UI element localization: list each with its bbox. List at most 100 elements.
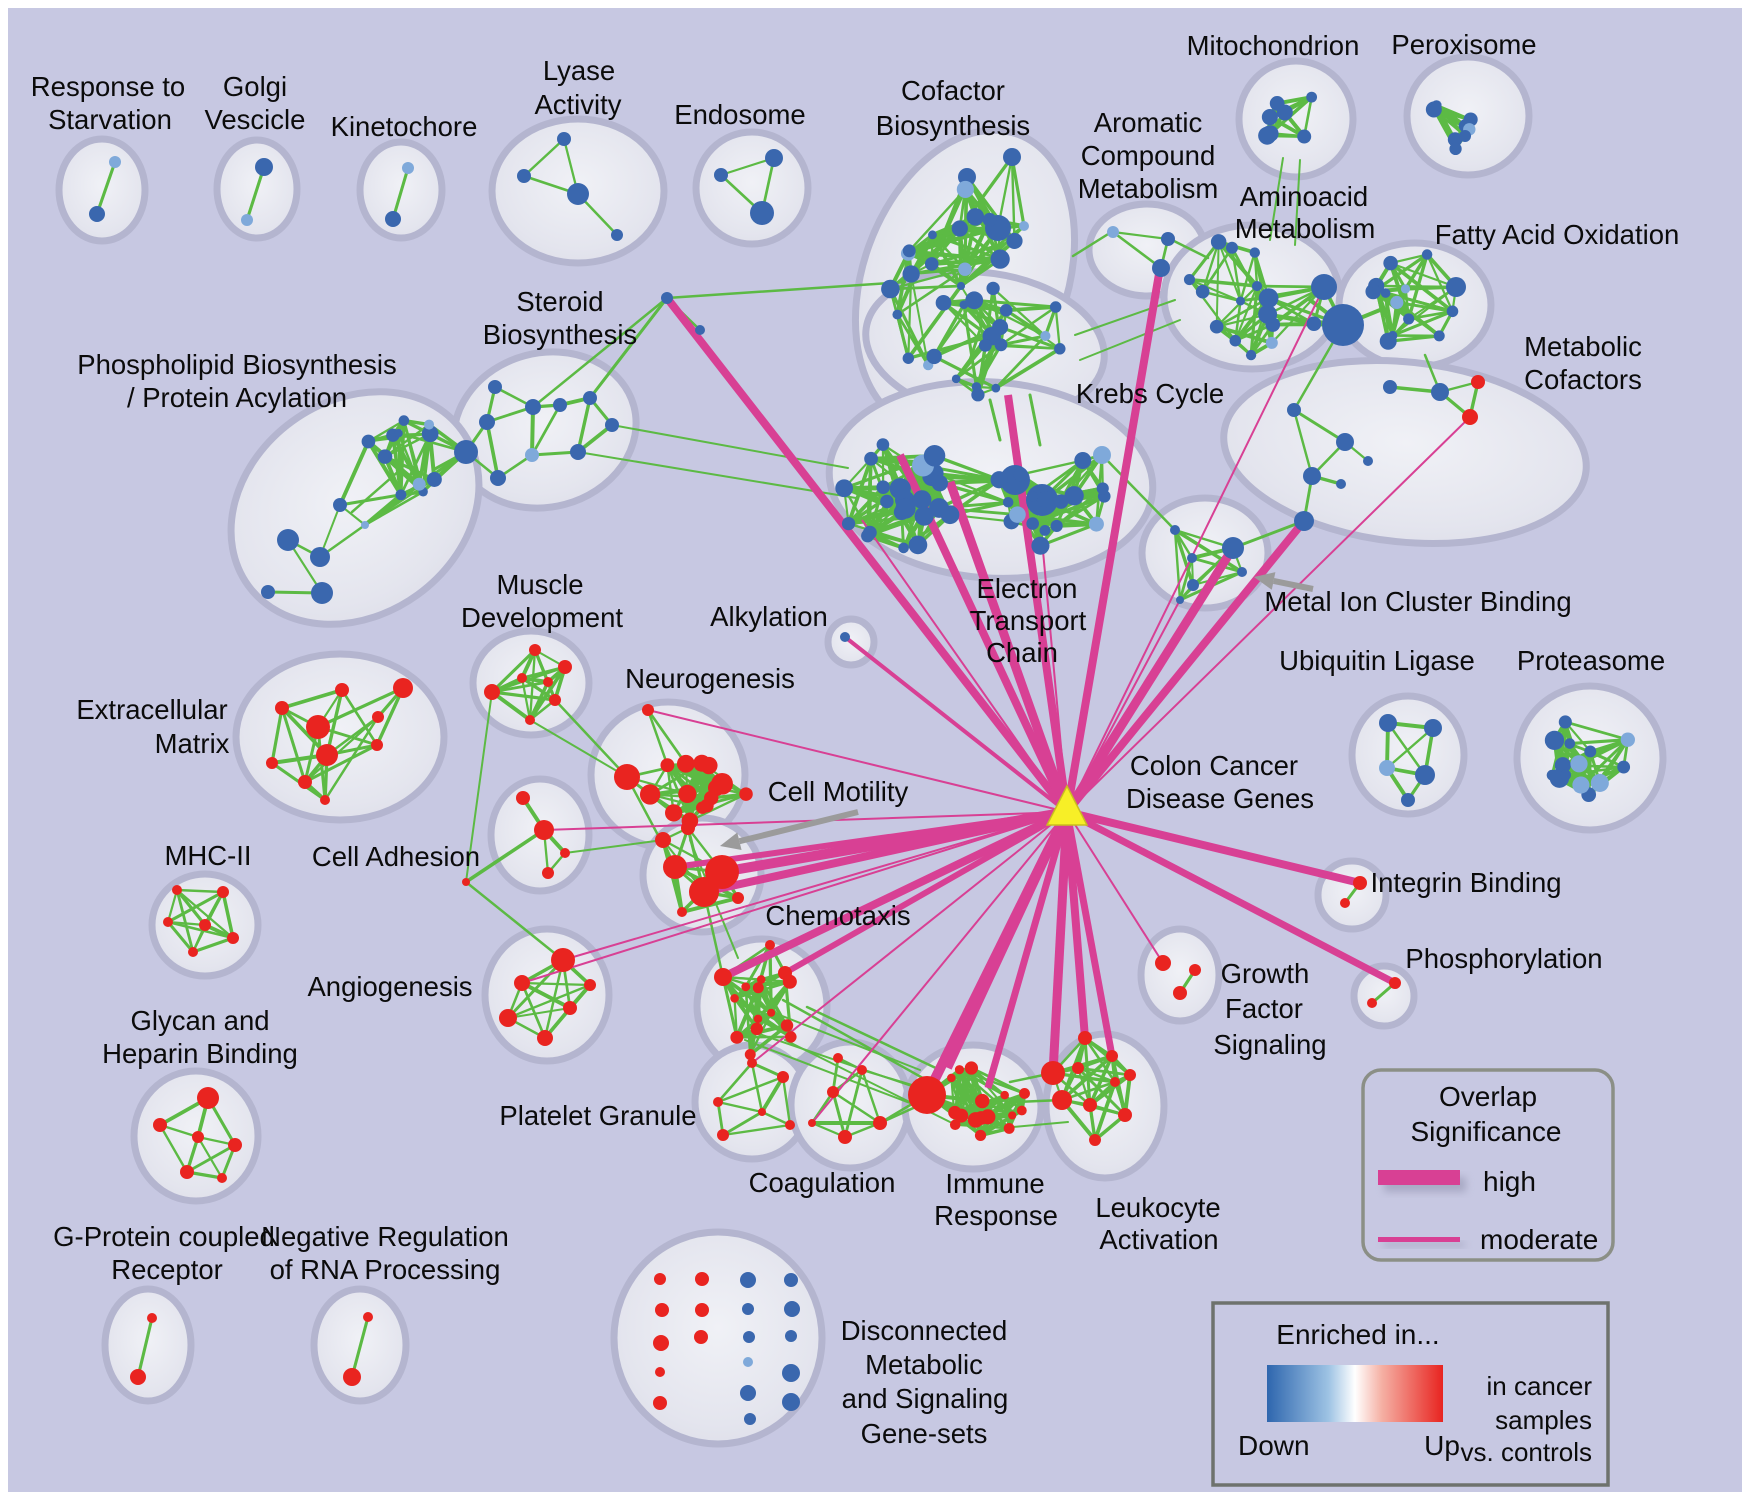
gene-set-node-phospholipid-biosynthesis-protein-acylation[interactable] <box>277 529 299 551</box>
gene-set-node-leukocyte-activation[interactable] <box>1072 1062 1084 1074</box>
gene-set-node-coagulation[interactable] <box>873 1116 887 1130</box>
gene-set-node-leukocyte-activation[interactable] <box>1089 1134 1101 1146</box>
gene-set-node-angiogenesis[interactable] <box>514 975 530 991</box>
gene-set-node-electron-transport-chain[interactable] <box>990 471 1008 489</box>
gene-set-node-aminoacid-metabolism[interactable] <box>1226 241 1238 254</box>
gene-set-node-krebs-cycle[interactable] <box>999 304 1013 317</box>
gene-set-node-electron-transport-chain[interactable] <box>835 479 854 498</box>
gene-set-node-fatty-acid-oxidation[interactable] <box>1403 313 1415 325</box>
gene-set-node-negative-regulation-of-rna-processing[interactable] <box>343 1368 361 1386</box>
gene-set-node-platelet-granule[interactable] <box>758 1108 766 1116</box>
gene-set-node-electron-transport-chain[interactable] <box>1002 497 1014 508</box>
gene-set-node-muscle-development[interactable] <box>529 644 541 656</box>
gene-set-node-proteasome[interactable] <box>1570 755 1588 773</box>
gene-set-node-cell-motility[interactable] <box>732 892 744 904</box>
gene-set-node-immune-response[interactable] <box>964 1061 979 1075</box>
gene-set-node-aminoacid-metabolism[interactable] <box>1258 304 1278 324</box>
gene-set-node-steroid-biosynthesis[interactable] <box>488 380 502 394</box>
gene-set-node-electron-transport-chain[interactable] <box>912 490 932 510</box>
gene-set-node-phospholipid-biosynthesis-protein-acylation[interactable] <box>361 521 369 529</box>
gene-set-node-glycan-and-heparin-binding[interactable] <box>197 1087 219 1109</box>
gene-set-node-phospholipid-biosynthesis-protein-acylation[interactable] <box>426 471 442 487</box>
gene-set-node-cofactor-biosynthesis[interactable] <box>951 220 968 237</box>
gene-set-node-glycan-and-heparin-binding[interactable] <box>153 1118 167 1132</box>
gene-set-node-kinetochore[interactable] <box>402 162 414 174</box>
gene-set-node-immune-response[interactable] <box>974 1111 989 1125</box>
gene-set-node-coagulation[interactable] <box>857 1065 867 1075</box>
gene-set-node-platelet-granule[interactable] <box>713 1097 723 1107</box>
gene-set-node-mhc-ii[interactable] <box>227 932 239 944</box>
gene-set-node-fatty-acid-oxidation[interactable] <box>1379 332 1397 350</box>
gene-set-node-disconnected-gene-sets[interactable] <box>782 1393 800 1411</box>
gene-set-node-metal-ion-cluster-binding[interactable] <box>1237 567 1247 577</box>
gene-set-node-proteasome[interactable] <box>1590 773 1609 792</box>
gene-set-node-krebs-cycle[interactable] <box>978 338 992 352</box>
gene-set-node-fatty-acid-oxidation[interactable] <box>1380 288 1391 298</box>
gene-set-node-phospholipid-biosynthesis-protein-acylation[interactable] <box>421 425 439 443</box>
gene-set-node-disconnected-gene-sets[interactable] <box>740 1385 756 1401</box>
gene-set-node-neurogenesis[interactable] <box>660 758 675 773</box>
gene-set-node-leukocyte-activation[interactable] <box>1083 1098 1097 1112</box>
gene-set-node-electron-transport-chain[interactable] <box>1009 506 1026 523</box>
gene-set-node-krebs-cycle[interactable] <box>971 382 982 392</box>
gene-set-node-disconnected-gene-sets[interactable] <box>653 1335 669 1351</box>
gene-set-node-disconnected-gene-sets[interactable] <box>785 1330 797 1342</box>
gene-set-node-glycan-and-heparin-binding[interactable] <box>192 1131 204 1143</box>
gene-set-node-disconnected-gene-sets[interactable] <box>740 1272 756 1288</box>
gene-set-node-extracellular-matrix[interactable] <box>335 683 349 697</box>
gene-set-node-steroid-biosynthesis[interactable] <box>553 398 567 412</box>
gene-set-node-electron-transport-chain[interactable] <box>923 445 946 467</box>
gene-set-node-neurogenesis[interactable] <box>639 784 661 805</box>
disease-genes-triangle[interactable] <box>1045 784 1089 826</box>
gene-set-node-metabolic-cofactors[interactable] <box>1287 403 1301 417</box>
gene-set-node-immune-response[interactable] <box>908 1076 946 1114</box>
gene-set-node-lyase-activity[interactable] <box>517 169 531 183</box>
gene-set-node-metabolic-cofactors[interactable] <box>1303 467 1321 485</box>
gene-set-node-phospholipid-biosynthesis-protein-acylation[interactable] <box>310 547 330 567</box>
gene-set-node-aminoacid-metabolism[interactable] <box>1322 304 1364 346</box>
gene-set-node-mhc-ii[interactable] <box>163 917 173 927</box>
gene-set-node-proteasome[interactable] <box>1544 730 1565 751</box>
gene-set-node-electron-transport-chain[interactable] <box>1074 452 1092 469</box>
gene-set-node-cell-motility[interactable] <box>689 877 719 907</box>
gene-set-node-peroxisome[interactable] <box>1447 132 1463 147</box>
gene-set-node-phospholipid-biosynthesis-protein-acylation[interactable] <box>333 498 347 512</box>
gene-set-node-phospholipid-biosynthesis-protein-acylation[interactable] <box>424 419 435 430</box>
gene-set-node-disconnected-gene-sets[interactable] <box>695 1303 709 1317</box>
gene-set-node-cofactor-biosynthesis[interactable] <box>902 352 915 364</box>
gene-set-node-cofactor-biosynthesis[interactable] <box>966 208 985 226</box>
gene-set-node-muscle-development[interactable] <box>517 673 527 683</box>
gene-set-node-electron-transport-chain[interactable] <box>1036 491 1054 508</box>
gene-set-node-peroxisome[interactable] <box>1459 130 1472 142</box>
gene-set-node-phospholipid-biosynthesis-protein-acylation[interactable] <box>395 489 407 501</box>
gene-set-node-electron-transport-chain[interactable] <box>1093 446 1111 464</box>
gene-set-node-krebs-cycle[interactable] <box>994 338 1008 352</box>
gene-set-node-immune-response[interactable] <box>954 1065 965 1075</box>
gene-set-node-angiogenesis[interactable] <box>584 979 596 991</box>
gene-set-node-extracellular-matrix[interactable] <box>371 739 383 751</box>
gene-set-node-cell-adhesion[interactable] <box>516 791 530 805</box>
gene-set-node-electron-transport-chain[interactable] <box>1031 536 1050 555</box>
gene-set-node-krebs-cycle[interactable] <box>1049 301 1062 313</box>
gene-set-node-metabolic-cofactors[interactable] <box>1462 409 1478 425</box>
gene-set-node-muscle-development[interactable] <box>525 715 535 725</box>
gene-set-node-steroid-biosynthesis[interactable] <box>490 470 506 486</box>
gene-set-node-mitochondrion[interactable] <box>1297 129 1312 144</box>
gene-set-node-integrin-binding[interactable] <box>1353 876 1367 890</box>
gene-set-node-krebs-cycle[interactable] <box>992 319 1009 336</box>
gene-set-node-aminoacid-metabolism[interactable] <box>1265 336 1278 349</box>
gene-set-node-cofactor-biosynthesis[interactable] <box>1019 221 1029 231</box>
gene-set-node-alkylation[interactable] <box>840 632 850 642</box>
gene-set-node-cofactor-biosynthesis[interactable] <box>924 257 939 271</box>
gene-set-node-phospholipid-biosynthesis-protein-acylation[interactable] <box>454 440 478 464</box>
gene-set-node-g-protein-coupled-receptor[interactable] <box>130 1369 146 1385</box>
gene-set-node-aminoacid-metabolism[interactable] <box>1195 284 1210 299</box>
gene-set-node-immune-response[interactable] <box>1008 1111 1017 1120</box>
gene-set-node-aminoacid-metabolism[interactable] <box>1245 349 1257 361</box>
gene-set-node-electron-transport-chain[interactable] <box>931 474 949 492</box>
gene-set-node-chemotaxis[interactable] <box>785 1031 797 1043</box>
gene-set-node-mhc-ii[interactable] <box>199 919 211 931</box>
gene-set-node-endosome[interactable] <box>750 201 774 225</box>
gene-set-node-ubiquitin-ligase[interactable] <box>1424 719 1442 737</box>
gene-set-node-electron-transport-chain[interactable] <box>889 478 911 500</box>
